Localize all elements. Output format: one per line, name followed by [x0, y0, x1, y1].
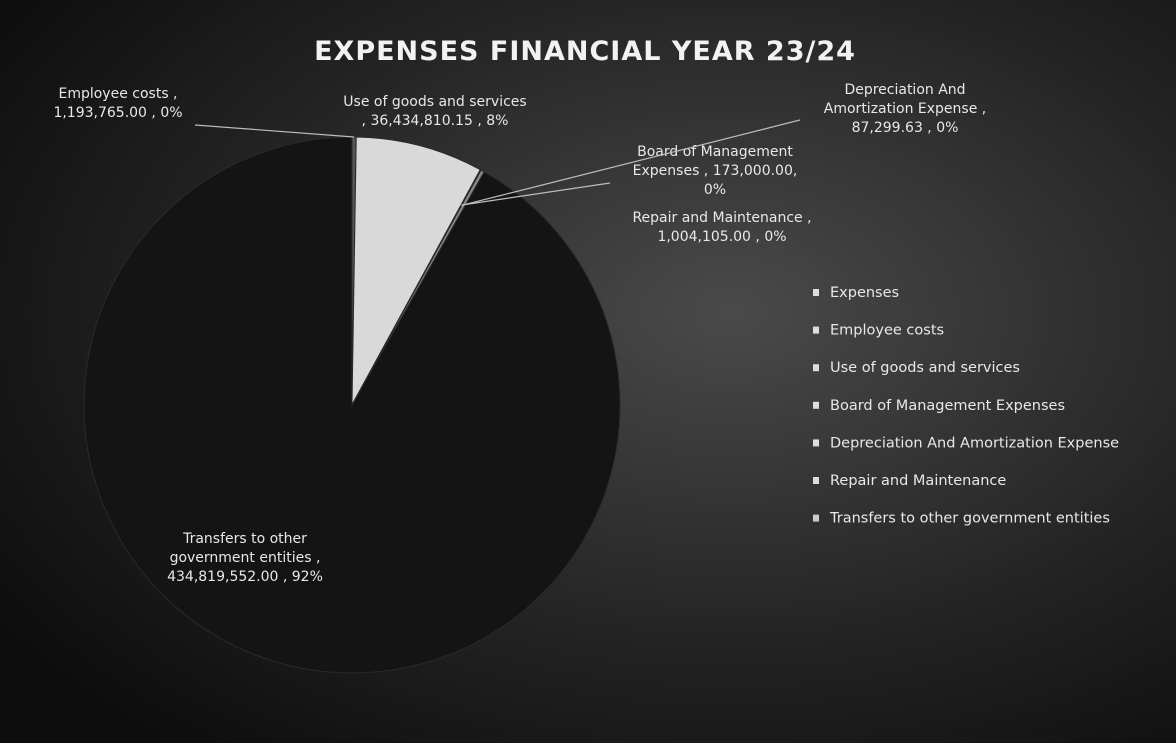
legend: Expenses Employee costs Use of goods and s…	[813, 285, 1119, 527]
leader-line	[461, 119, 801, 206]
legend-swatch	[813, 364, 819, 372]
data-label-line: Employee costs ,	[58, 86, 177, 102]
pie	[83, 136, 621, 674]
data-label-line: Use of goods and services	[343, 94, 526, 110]
data-label: Board of Management Expenses , 173,000.00…	[633, 144, 798, 198]
data-label-line: 87,299.63 , 0%	[852, 120, 959, 136]
data-label: Depreciation And Amortization Expense , 87…	[824, 82, 986, 136]
legend-swatch	[813, 401, 819, 409]
legend-swatch	[813, 326, 819, 334]
data-label-line: 0%	[704, 182, 726, 198]
chart-title: EXPENSES FINANCIAL YEAR 23/24	[314, 36, 856, 67]
leader-line	[194, 124, 355, 138]
data-labels: Employee costs , 1,193,765.00 , 0% Use of …	[53, 82, 986, 585]
data-label: Transfers to other government entities , 4…	[167, 531, 323, 585]
data-label: Use of goods and services , 36,434,810.15…	[343, 94, 526, 129]
pie-slice	[83, 136, 621, 674]
data-label-line: 434,819,552.00 , 92%	[167, 569, 323, 585]
data-label-line: Amortization Expense ,	[824, 101, 986, 117]
legend-label: Employee costs	[830, 323, 944, 339]
data-label-line: government entities ,	[170, 550, 321, 566]
legend-label: Transfers to other government entities	[829, 511, 1110, 527]
pie-slice	[351, 136, 481, 406]
leader-line	[461, 182, 611, 206]
legend-label: Repair and Maintenance	[830, 473, 1006, 489]
data-label-line: 1,193,765.00 , 0%	[53, 105, 182, 121]
legend-label: Depreciation And Amortization Expense	[830, 435, 1119, 451]
data-label-line: Repair and Maintenance ,	[632, 210, 811, 226]
data-label: Repair and Maintenance , 1,004,105.00 , 0…	[632, 210, 811, 245]
data-label-line: 1,004,105.00 , 0%	[657, 229, 786, 245]
data-label-line: , 36,434,810.15 , 8%	[362, 113, 509, 129]
data-label: Employee costs , 1,193,765.00 , 0%	[53, 86, 182, 121]
legend-swatch	[813, 477, 819, 484]
legend-label: Use of goods and services	[830, 360, 1020, 376]
legend-swatch	[813, 514, 819, 522]
legend-label: Expenses	[830, 285, 899, 301]
data-label-line: Board of Management	[637, 144, 793, 160]
legend-swatch	[813, 439, 819, 447]
legend-swatch	[813, 289, 819, 296]
data-label-line: Transfers to other	[182, 531, 307, 547]
legend-label: Board of Management Expenses	[830, 398, 1065, 414]
data-label-line: Expenses , 173,000.00,	[633, 163, 798, 179]
data-label-line: Depreciation And	[844, 82, 965, 98]
